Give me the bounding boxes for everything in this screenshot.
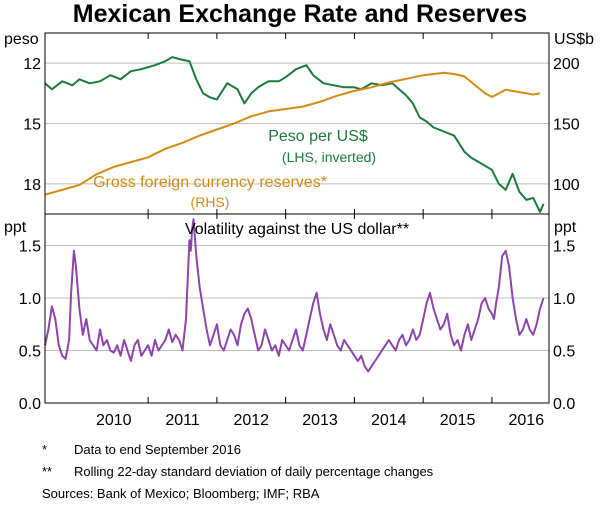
reserves-series-sublabel: (RHS): [191, 194, 230, 210]
bottom-panel-gridlines: [45, 245, 549, 351]
note-2-text: Rolling 22-day standard deviation of dai…: [74, 464, 434, 479]
bottom-left-tick-0.0: 0.0: [19, 396, 41, 413]
bottom-right-tick-1.5: 1.5: [553, 239, 575, 256]
reserves-line: [44, 71, 541, 196]
bottom-left-tick-1.0: 1.0: [19, 291, 41, 308]
bottom-right-unit: ppt: [554, 219, 577, 236]
note-1-mark: *: [42, 442, 47, 457]
peso-series-label: Peso per US$: [268, 128, 368, 145]
top-right-unit: US$b: [554, 31, 594, 48]
top-panel-gridlines: [45, 62, 549, 185]
y-axis-tick-labels: 12 200 15 150 18 100 1.5 1.5 1.0 1.0 0.5 0.5 0.0 0.0: [19, 56, 580, 413]
x-tick-label-2016: 2016: [509, 412, 545, 429]
x-tick-label-2013: 2013: [302, 412, 338, 429]
top-left-tick-12: 12: [23, 56, 41, 73]
sources-text: Sources: Bank of Mexico; Bloomberg; IMF;…: [42, 486, 320, 501]
bottom-left-tick-0.5: 0.5: [19, 344, 41, 361]
top-left-unit: peso: [4, 31, 39, 48]
bottom-right-tick-1.0: 1.0: [553, 291, 575, 308]
x-tick-label-2015: 2015: [440, 412, 476, 429]
top-right-tick-200: 200: [553, 56, 580, 73]
top-right-tick-100: 100: [553, 177, 580, 194]
volatility-line: [44, 218, 545, 373]
bottom-right-tick-0.0: 0.0: [553, 396, 575, 413]
chart-title: Mexican Exchange Rate and Reserves: [73, 0, 527, 28]
bottom-panel-series: [44, 218, 545, 373]
bottom-right-tick-0.5: 0.5: [553, 344, 575, 361]
reserves-series-label: Gross foreign currency reserves*: [93, 174, 327, 191]
x-axis-ticks: 2010 2011 2012 2013 2014 2015 2016: [96, 33, 544, 429]
plot-frame: [44, 32, 550, 404]
note-2-mark: **: [42, 464, 52, 479]
peso-series-sublabel: (LHS, inverted): [282, 149, 376, 165]
x-tick-label-2014: 2014: [371, 412, 407, 429]
x-tick-label-2012: 2012: [233, 412, 269, 429]
bottom-left-tick-1.5: 1.5: [19, 239, 41, 256]
top-left-tick-15: 15: [23, 117, 41, 134]
top-right-tick-150: 150: [553, 117, 580, 134]
x-tick-label-2011: 2011: [165, 412, 200, 429]
note-1-text: Data to end September 2016: [74, 442, 241, 457]
top-panel-series: [44, 56, 545, 213]
x-tick-label-2010: 2010: [96, 412, 132, 429]
bottom-panel-title: Volatility against the US dollar**: [185, 221, 409, 238]
top-left-tick-18: 18: [23, 177, 41, 194]
bottom-left-unit: ppt: [4, 219, 27, 236]
peso-per-usd-line: [44, 56, 545, 213]
